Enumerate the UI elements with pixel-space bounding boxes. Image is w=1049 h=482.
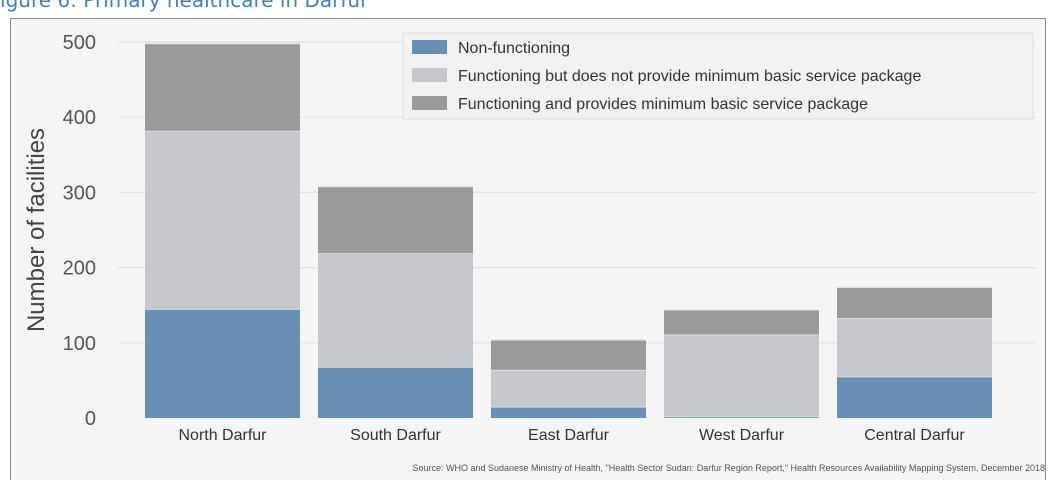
category-label: West Darfur xyxy=(699,427,785,444)
bar-segment xyxy=(318,186,473,254)
y-tick-label: 200 xyxy=(63,258,96,280)
legend-label: Non-functioning xyxy=(458,40,570,57)
bar-segment xyxy=(837,317,992,377)
bar-segment xyxy=(145,308,300,418)
bar-segment xyxy=(837,376,992,418)
y-tick-label: 100 xyxy=(63,333,96,355)
y-axis-label: Number of facilities xyxy=(23,128,50,332)
category-label: Central Darfur xyxy=(864,427,965,444)
y-tick-label: 300 xyxy=(63,182,96,204)
bar-segment xyxy=(664,416,819,418)
category-label: North Darfur xyxy=(178,427,267,444)
bar-segment xyxy=(318,253,473,367)
category-label: South Darfur xyxy=(350,427,441,444)
legend-label: Functioning and provides minimum basic s… xyxy=(458,96,868,113)
legend-label: Functioning but does not provide minimum… xyxy=(458,68,921,85)
y-tick-labels: 0 100 200 300 400 500 xyxy=(63,32,96,430)
bar-segment xyxy=(837,287,992,318)
bar-segment xyxy=(145,130,300,309)
legend: Non-functioning Functioning but does not … xyxy=(402,32,1034,120)
category-label: East Darfur xyxy=(528,427,610,444)
bar-segment xyxy=(664,309,819,335)
bar-segment xyxy=(491,406,646,418)
y-tick-label: 500 xyxy=(63,32,96,54)
bars xyxy=(145,42,992,418)
bar-segment xyxy=(491,339,646,370)
source-note: Source: WHO and Sudanese Ministry of Hea… xyxy=(412,463,1045,473)
bar-segment xyxy=(491,369,646,407)
legend-swatch xyxy=(412,96,447,110)
legend-box xyxy=(402,32,1034,120)
legend-swatch xyxy=(412,40,447,54)
y-tick-label: 400 xyxy=(63,107,96,129)
figure-title: Figure 6: Primary healthcare in Darfur xyxy=(0,0,369,12)
legend-swatch xyxy=(412,68,447,82)
y-tick-label: 0 xyxy=(85,408,96,430)
bar-segment xyxy=(318,366,473,418)
bar-segment xyxy=(664,334,819,417)
bar-segment xyxy=(145,43,300,131)
category-labels: North Darfur South Darfur East Darfur West … xyxy=(178,427,965,444)
